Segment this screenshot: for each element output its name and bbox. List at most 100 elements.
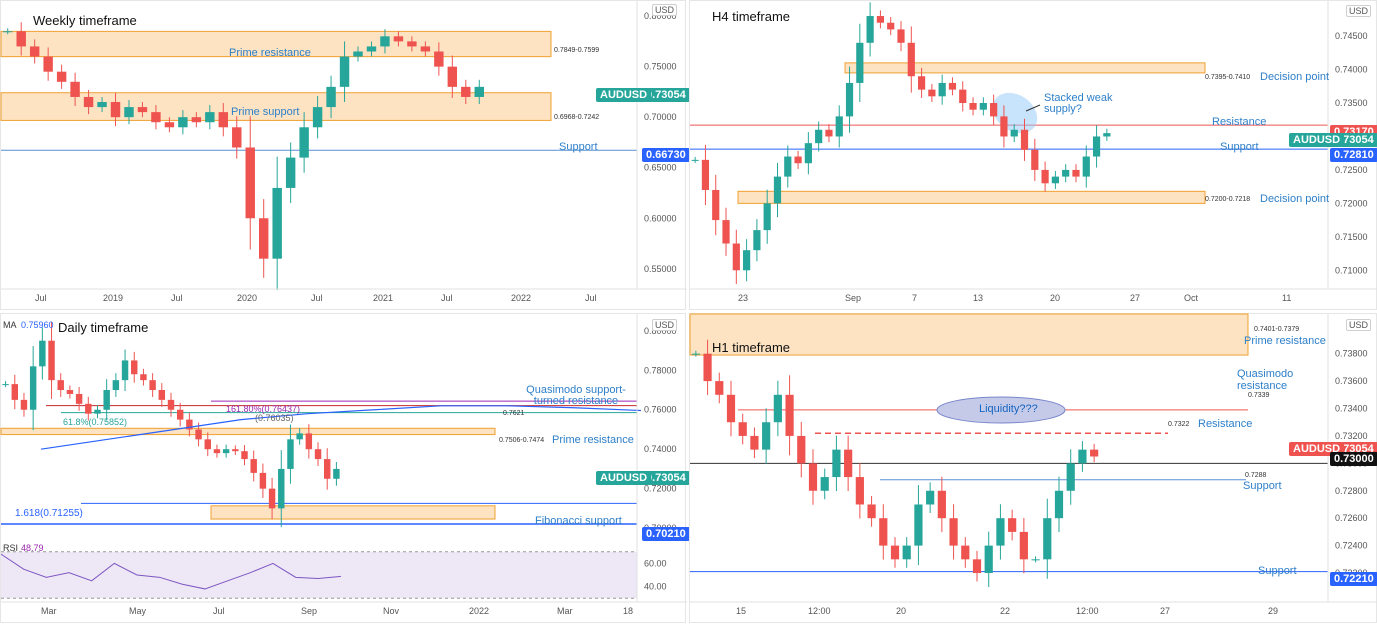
chart-title: H4 timeframe <box>712 9 791 24</box>
h1-candle <box>996 518 1005 546</box>
prime-support-label: Prime support <box>231 106 300 118</box>
price-tick-label: 0.71000 <box>1335 265 1368 275</box>
prime-resistance-label: Prime resistance <box>1244 335 1326 347</box>
price-tag: 0.73054 <box>642 88 690 102</box>
daily-chart-svg[interactable]: 60.0040.000.800000.780000.760000.740000.… <box>0 314 687 624</box>
prime-resistance-label: Prime resistance <box>229 47 311 59</box>
weekly-candle <box>137 107 148 113</box>
daily-chart-panel[interactable]: 60.0040.000.800000.780000.760000.740000.… <box>0 313 690 624</box>
weekly-candle <box>70 81 80 97</box>
price-tick-label: 0.73600 <box>1335 376 1368 386</box>
daily-candle <box>39 340 46 367</box>
h1-candle <box>1019 531 1028 560</box>
time-tick-label: 29 <box>1268 606 1278 616</box>
price-tick-label: 0.55000 <box>644 264 677 274</box>
zone-label: 0.6968-0.7242 <box>554 114 600 121</box>
daily-candle <box>29 366 37 410</box>
h1-candle <box>703 353 712 382</box>
weekly-chart-panel[interactable]: 0.80000 0.75000 0.70000 0.65000 0.60000 0.550… <box>0 0 690 311</box>
time-tick-label: Sep <box>845 293 861 303</box>
h4-candle <box>1051 176 1059 184</box>
rsi-label: RSI <box>3 543 19 553</box>
daily-candle <box>250 459 257 473</box>
h4-chart-panel[interactable]: 0.745000.740000.735000.730000.725000.720… <box>689 0 1377 310</box>
weekly-candle <box>29 46 40 57</box>
support-label: Support <box>1243 480 1282 492</box>
fib-1618-label: 1.618(0.71255) <box>15 508 83 519</box>
quasimodo-label: Quasimodo support-turned resistance <box>526 384 626 407</box>
h1-candle <box>691 353 700 355</box>
daily-candle <box>11 384 18 400</box>
weekly-candle <box>16 31 26 47</box>
zone-label: 0.7849-0.7599 <box>554 47 600 54</box>
zone-label: 0.7200-0.7218 <box>1205 196 1251 203</box>
time-tick-label: 20 <box>1050 293 1060 303</box>
daily-candle <box>140 374 147 381</box>
h4-candle <box>928 89 936 97</box>
h1-candle <box>867 504 876 519</box>
currency-badge: USD <box>1346 5 1372 17</box>
price-tick-label: 0.78000 <box>644 365 677 375</box>
daily-candle <box>186 419 193 430</box>
prime-resistance-zone <box>0 30 552 58</box>
annotation-arrow <box>1025 104 1041 112</box>
h4-candle <box>938 82 946 97</box>
h1-candle <box>832 449 841 478</box>
daily-candle <box>112 380 120 391</box>
level-label: 0.7621 <box>503 410 525 417</box>
daily-candle <box>314 449 322 460</box>
price-tag: 0.73054 <box>642 471 690 485</box>
h1-candle <box>879 518 888 546</box>
level-label: 0.7322 <box>1168 421 1190 428</box>
fib-61-label: 61.8%(0.75852) <box>63 417 128 427</box>
h4-candle <box>969 103 977 110</box>
time-tick-label: Jul <box>311 293 323 303</box>
time-tick-label: 2022 <box>511 293 531 303</box>
time-tick-label: Jul <box>441 293 453 303</box>
daily-series <box>2 321 340 528</box>
h1-candle <box>808 463 818 491</box>
daily-candle <box>287 439 294 469</box>
time-tick-label: 7 <box>912 293 917 303</box>
weekly-chart-svg[interactable]: 0.80000 0.75000 0.70000 0.65000 0.60000 0.550… <box>0 1 687 311</box>
price-tick-label: 0.72000 <box>1335 198 1368 208</box>
daily-candle <box>195 429 202 440</box>
h1-chart-svg[interactable]: 0.73800 0.73600 0.73400 0.73200 0.73000 0.728… <box>689 313 1377 624</box>
time-tick-label: 2020 <box>237 293 257 303</box>
weekly-candle <box>393 36 404 42</box>
time-tick-label: 2021 <box>373 293 393 303</box>
decision-point-zone <box>844 62 1206 74</box>
h4-candle <box>845 82 854 117</box>
h1-chart-panel[interactable]: 0.73800 0.73600 0.73400 0.73200 0.73000 0.728… <box>689 313 1377 623</box>
daily-candle <box>167 399 175 410</box>
h4-candle <box>753 230 761 251</box>
symbol-tag: AUDUSD <box>596 88 652 102</box>
daily-candle <box>278 468 285 509</box>
weekly-candle <box>110 102 121 118</box>
daily-candle <box>2 384 9 386</box>
weekly-candle <box>191 117 202 123</box>
weekly-candle <box>258 218 269 259</box>
h4-chart-svg[interactable]: 0.745000.740000.735000.730000.725000.720… <box>690 1 1377 311</box>
h4-candle <box>763 203 771 231</box>
time-tick-label: 2019 <box>103 293 123 303</box>
h4-candle <box>712 189 720 221</box>
h4-candle <box>1000 116 1008 137</box>
time-tick-label: 12:00 <box>1076 606 1099 616</box>
h4-candle <box>959 89 967 104</box>
h4-candle <box>887 22 895 30</box>
daily-candle <box>103 390 110 410</box>
price-tick-label: 0.60000 <box>644 213 677 223</box>
price-tick-label: 0.73800 <box>1335 349 1368 359</box>
daily-candle <box>222 449 230 454</box>
currency-badge: USD <box>652 319 678 331</box>
h4-candle <box>701 159 710 190</box>
fibonacci-support-label: Fibonacci support <box>535 515 622 527</box>
time-tick-label: Jul <box>35 293 47 303</box>
h1-candle <box>1043 518 1052 560</box>
weekly-candle <box>366 46 377 52</box>
chart-title: Weekly timeframe <box>33 13 137 28</box>
weekly-candle <box>151 112 161 123</box>
support-price-tag: 0.66730 <box>642 148 690 162</box>
